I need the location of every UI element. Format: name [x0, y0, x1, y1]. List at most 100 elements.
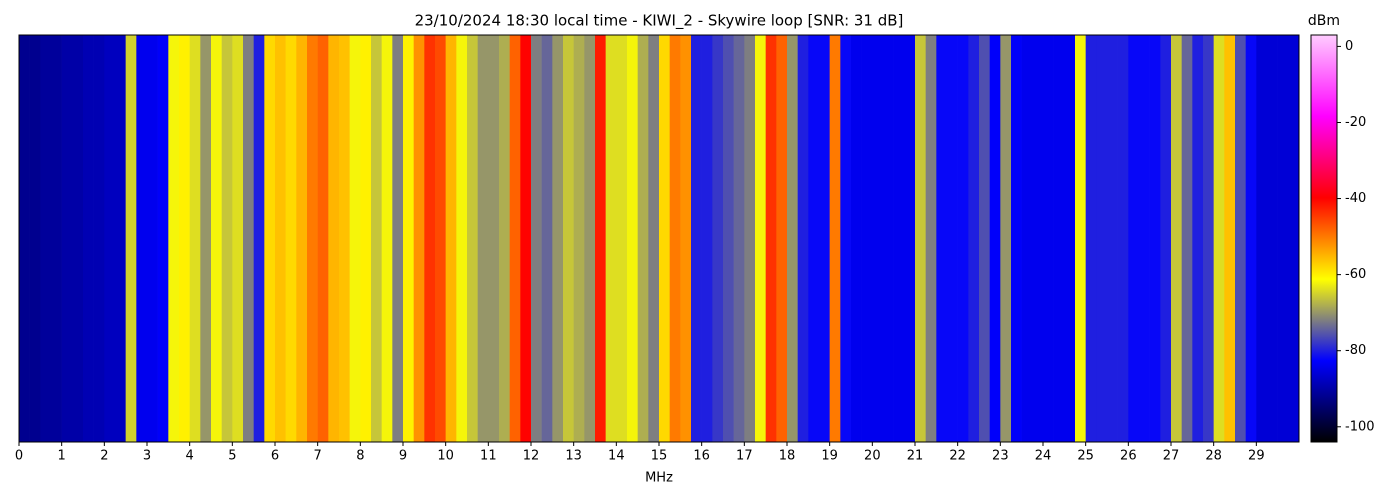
- heatmap-cell: [136, 35, 148, 442]
- heatmap-cell: [275, 35, 286, 442]
- x-tick-label: 10: [437, 449, 454, 464]
- heatmap-cell: [147, 35, 158, 442]
- heatmap-cell: [51, 35, 62, 442]
- heatmap-cell: [499, 35, 510, 442]
- x-tick-label: 19: [821, 449, 838, 464]
- heatmap-cell: [552, 35, 564, 442]
- heatmap-cell: [1224, 35, 1236, 442]
- heatmap-cell: [328, 35, 340, 442]
- colorbar-tick-label: -80: [1345, 343, 1366, 358]
- heatmap-cell: [371, 35, 382, 442]
- x-tick-label: 27: [1163, 449, 1180, 464]
- x-tick-label: 5: [228, 449, 236, 464]
- heatmap-cell: [168, 35, 180, 442]
- heatmap-cell: [669, 35, 681, 442]
- heatmap-cell: [253, 35, 265, 442]
- heatmap-cell: [691, 35, 702, 442]
- heatmap-cell: [19, 35, 30, 442]
- x-tick-label: 20: [864, 449, 881, 464]
- x-tick-label: 1: [58, 449, 66, 464]
- heatmap-cell: [211, 35, 222, 442]
- heatmap-cell: [317, 35, 329, 442]
- x-tick-label: 24: [1035, 449, 1052, 464]
- x-tick-label: 21: [907, 449, 924, 464]
- heatmap-cell: [93, 35, 105, 442]
- heatmap-cell: [595, 35, 606, 442]
- heatmap-cell: [339, 35, 350, 442]
- x-tick-label: 25: [1077, 449, 1094, 464]
- heatmap-cell: [413, 35, 425, 442]
- heatmap-cell: [712, 35, 724, 442]
- heatmap-cell: [531, 35, 542, 442]
- heatmap-cell: [115, 35, 126, 442]
- heatmap-cell: [584, 35, 596, 442]
- x-tick-label: 17: [736, 449, 753, 464]
- heatmap-cell: [381, 35, 393, 442]
- heatmap-cell: [1245, 35, 1257, 442]
- heatmap-cell: [1053, 35, 1065, 442]
- heatmap-cell: [1107, 35, 1118, 442]
- heatmap-cell: [1171, 35, 1182, 442]
- heatmap-cell: [243, 35, 254, 442]
- x-tick-label: 4: [186, 449, 194, 464]
- x-tick-label: 9: [399, 449, 407, 464]
- heatmap-cell: [40, 35, 52, 442]
- heatmap-cell: [1256, 35, 1268, 442]
- heatmap-cell: [904, 35, 916, 442]
- heatmap-cell: [285, 35, 297, 442]
- heatmap-cell: [29, 35, 41, 442]
- colorbar-tick-label: -100: [1345, 419, 1375, 434]
- x-tick-label: 29: [1248, 449, 1265, 464]
- x-tick-label: 0: [15, 449, 23, 464]
- x-tick-label: 18: [779, 449, 796, 464]
- heatmap-cell: [797, 35, 809, 442]
- heatmap-cell: [1160, 35, 1172, 442]
- heatmap-cell: [189, 35, 201, 442]
- heatmap-cell: [1085, 35, 1097, 442]
- colorbar-tick-label: 0: [1345, 39, 1353, 54]
- heatmap-cell: [307, 35, 318, 442]
- x-tick-label: 3: [143, 449, 151, 464]
- heatmap-cell: [360, 35, 372, 442]
- heatmap-cell: [1000, 35, 1012, 442]
- heatmap-cell: [1096, 35, 1108, 442]
- x-tick-label: 28: [1205, 449, 1222, 464]
- colorbar-label: dBm: [1308, 13, 1340, 29]
- heatmap-cell: [787, 35, 798, 442]
- heatmap-cell: [1288, 35, 1300, 442]
- heatmap-cell: [925, 35, 937, 442]
- heatmap-cell: [851, 35, 862, 442]
- heatmap-cell: [296, 35, 308, 442]
- heatmap-cell: [221, 35, 233, 442]
- heatmap-cell: [1213, 35, 1225, 442]
- heatmap-cell: [1128, 35, 1140, 442]
- heatmap-cell: [883, 35, 894, 442]
- x-tick-label: 7: [314, 449, 322, 464]
- x-tick-label: 2: [100, 449, 108, 464]
- heatmap-cell: [979, 35, 990, 442]
- heatmap-cell: [1021, 35, 1033, 442]
- heatmap-cell: [488, 35, 500, 442]
- heatmap-cell: [1032, 35, 1044, 442]
- heatmap-cell: [573, 35, 585, 442]
- heatmap-cell: [744, 35, 756, 442]
- heatmap-cell: [872, 35, 884, 442]
- heatmap-cell: [435, 35, 446, 442]
- heatmap-cell: [968, 35, 980, 442]
- heatmap-cell: [1181, 35, 1193, 442]
- heatmap-cell: [72, 35, 84, 442]
- heatmap-cell: [445, 35, 457, 442]
- heatmap-cell: [1235, 35, 1246, 442]
- heatmap-cell: [1277, 35, 1289, 442]
- heatmap-cell: [104, 35, 116, 442]
- heatmap-cell: [915, 35, 926, 442]
- heatmap-cell: [157, 35, 169, 442]
- x-tick-label: 12: [523, 449, 540, 464]
- heatmap-cell: [819, 35, 830, 442]
- heatmap-cell: [61, 35, 73, 442]
- heatmap-cell: [648, 35, 660, 442]
- heatmap-cell: [1139, 35, 1150, 442]
- heatmap-cell: [403, 35, 414, 442]
- heatmap-cell: [520, 35, 532, 442]
